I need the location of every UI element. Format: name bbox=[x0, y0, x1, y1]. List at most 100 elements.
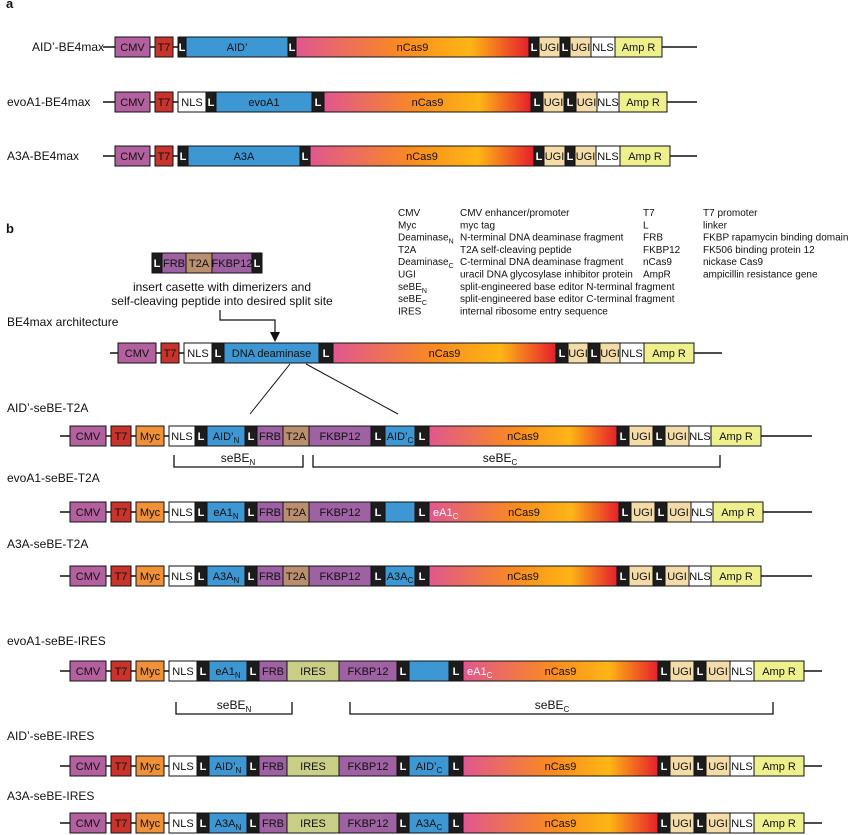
segment-t7 bbox=[110, 565, 132, 587]
segment-label: evoA1 bbox=[248, 97, 279, 109]
segment-label: L bbox=[661, 666, 668, 678]
segment-cmv bbox=[69, 565, 107, 587]
segment-label: L bbox=[315, 97, 322, 109]
segment-label: L bbox=[215, 348, 222, 360]
segment-label: FRB bbox=[259, 507, 281, 519]
segment-label: A3AN bbox=[213, 571, 240, 585]
segment-label: IRES bbox=[300, 818, 326, 830]
segment-myc bbox=[135, 755, 165, 777]
segment-label: L bbox=[534, 97, 541, 109]
segment-label: FRB bbox=[259, 431, 281, 443]
segment-ampr bbox=[712, 501, 764, 523]
segment-label: Myc bbox=[140, 666, 161, 678]
segment-label: L bbox=[656, 431, 663, 443]
construct-name: A3A-seBE-T2A bbox=[7, 537, 88, 551]
segment-label: NLS bbox=[731, 818, 752, 830]
segment-t7 bbox=[110, 501, 132, 523]
construct-name: AID’-BE4max bbox=[32, 40, 104, 54]
segment-cmv bbox=[114, 145, 151, 167]
panel-a-label: a bbox=[6, 0, 14, 11]
segment-label: A3AN bbox=[215, 818, 242, 832]
legend-abbr: nCas9 bbox=[643, 257, 672, 268]
segment-label: NLS bbox=[172, 761, 193, 773]
segment-label: L bbox=[375, 431, 382, 443]
segment-label: NLS bbox=[597, 151, 618, 163]
segment-ampr bbox=[753, 660, 805, 682]
segment-label: Amp R bbox=[622, 42, 656, 54]
segment-label: L bbox=[180, 151, 187, 163]
segment-t7 bbox=[110, 660, 132, 682]
segment-label: UGI bbox=[540, 42, 560, 54]
segment-label: Amp R bbox=[721, 507, 755, 519]
arrow-head bbox=[270, 332, 280, 342]
segment-label: NLS bbox=[731, 761, 752, 773]
segment-label: L bbox=[323, 348, 330, 360]
segment-label: UGI bbox=[571, 42, 591, 54]
segment-label: L bbox=[200, 761, 207, 773]
segment-label: Myc bbox=[140, 761, 161, 773]
legend-desc: uracil DNA glycosylase inhibitor protein bbox=[460, 270, 633, 281]
segment-ampr bbox=[710, 425, 762, 447]
segment-ampr bbox=[614, 36, 663, 58]
segment-label: L bbox=[250, 818, 257, 830]
legend-desc: linker bbox=[703, 220, 728, 231]
segment-label: Amp R bbox=[626, 97, 660, 109]
segment-label: L bbox=[375, 507, 382, 519]
segment-label: CMV bbox=[76, 761, 101, 773]
segment-label: L bbox=[419, 507, 426, 519]
segment-t7 bbox=[154, 36, 174, 58]
segment-label: AID’N bbox=[213, 431, 240, 445]
segment-t7 bbox=[110, 425, 132, 447]
segment-ampr bbox=[753, 812, 805, 834]
segment-label: FKBP12 bbox=[320, 571, 361, 583]
segment-label: L bbox=[658, 507, 665, 519]
segment-label: T7 bbox=[115, 818, 128, 830]
segment-label: L bbox=[453, 818, 460, 830]
bracket-label: seBEC bbox=[535, 698, 570, 714]
legend-desc: CMV enhancer/promoter bbox=[460, 208, 570, 219]
segment-label: FKBP12 bbox=[348, 761, 389, 773]
segment-label: L bbox=[656, 571, 663, 583]
segment-ampr bbox=[618, 91, 668, 113]
segment-label: NLS bbox=[689, 431, 710, 443]
segment-label: NLS bbox=[187, 348, 208, 360]
segment-label: nCas9 bbox=[545, 761, 577, 773]
legend-abbr: FKBP12 bbox=[643, 245, 681, 256]
segment-myc bbox=[135, 425, 165, 447]
insert-note: self-cleaving peptide into desired split… bbox=[111, 294, 333, 308]
legend-desc: C-terminal DNA deaminase fragment bbox=[460, 257, 624, 268]
segment-label: nCas9 bbox=[545, 818, 577, 830]
legend-abbr: FRB bbox=[643, 233, 663, 244]
segment-label: L bbox=[289, 42, 296, 54]
segment-cmv bbox=[69, 501, 107, 523]
segment-label: L bbox=[198, 431, 205, 443]
segment-label: FKBP12 bbox=[320, 431, 361, 443]
legend-desc: split-engineered base editor N-terminal … bbox=[460, 282, 675, 293]
segment-label: T7 bbox=[115, 431, 128, 443]
segment-label: AID’C bbox=[416, 761, 443, 775]
segment-label: UGI bbox=[545, 151, 565, 163]
segment-label: L bbox=[419, 571, 426, 583]
segment-t7 bbox=[110, 755, 132, 777]
segment-label: L bbox=[620, 431, 627, 443]
segment-label: L bbox=[302, 151, 309, 163]
segment-label: CMV bbox=[120, 42, 145, 54]
insert-arrow bbox=[219, 310, 276, 334]
segment-label: nCas9 bbox=[545, 666, 577, 678]
segment-label: T2A bbox=[286, 571, 307, 583]
segment-label: NLS bbox=[597, 97, 618, 109]
segment-label: T7 bbox=[158, 42, 171, 54]
segment-label: L bbox=[400, 666, 407, 678]
segment-label: L bbox=[248, 507, 255, 519]
segment-label: eA1C bbox=[433, 507, 459, 521]
segment-label: DNA deaminase bbox=[232, 348, 312, 360]
segment-label: NLS bbox=[181, 97, 202, 109]
segment-label: T2A bbox=[286, 507, 307, 519]
segment-label: UGI bbox=[631, 571, 651, 583]
segment-label: T7 bbox=[158, 97, 171, 109]
construct-name: AID’-seBE-IRES bbox=[7, 729, 94, 743]
